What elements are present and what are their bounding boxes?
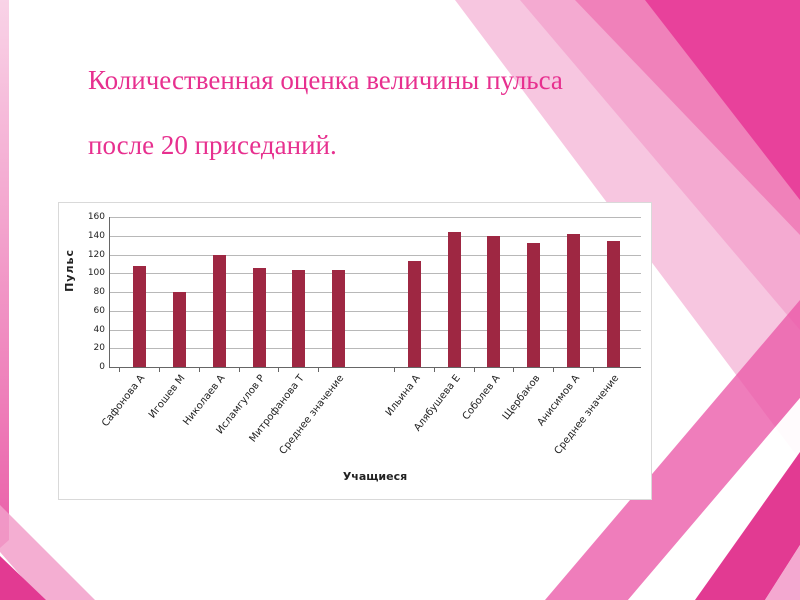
category-label-cell: Митрофанова Т — [248, 368, 318, 470]
y-axis-ticks: 0 20 40 60 80 100 120 140 160 — [79, 212, 109, 372]
decorative-corner-pale — [0, 505, 95, 600]
gridline — [110, 273, 641, 275]
gridline — [110, 310, 641, 312]
category-label-cell: Анисимов А — [535, 368, 593, 470]
bar — [133, 265, 147, 367]
bar-cell — [593, 217, 633, 367]
y-tick-label: 40 — [93, 324, 105, 335]
bar — [606, 241, 620, 367]
decorative-ribbon-dark — [695, 452, 800, 600]
y-tick-label: 120 — [87, 249, 105, 260]
category-label-cell: Соболев А — [460, 368, 514, 470]
bar-cell — [514, 217, 554, 367]
bar-cell — [474, 217, 514, 367]
x-axis-labels: Сафонова А Игошев М Николаев А Исламгулов Р… — [100, 368, 641, 470]
bar-cell — [200, 217, 240, 367]
category-label-cell: Среднее значение — [553, 368, 633, 470]
bars-row — [110, 217, 641, 367]
bar — [292, 270, 306, 367]
bar-cell — [279, 217, 319, 367]
x-axis-title: Учащиеся — [342, 470, 408, 483]
y-tick-label: 140 — [87, 230, 105, 241]
y-tick-label: 20 — [93, 343, 105, 354]
gridlines — [110, 217, 641, 367]
y-tick-label: 60 — [93, 305, 105, 316]
category-label-cell: Игошев М — [147, 368, 199, 470]
bar — [407, 261, 421, 367]
gridline — [110, 254, 641, 256]
bar — [252, 267, 266, 367]
bar — [173, 292, 187, 367]
gridline — [110, 235, 641, 237]
bar-cell — [319, 217, 359, 367]
category-label-cell: Среднее значение — [278, 368, 358, 470]
bar-cell — [553, 217, 593, 367]
category-label-cell: Николаев А — [181, 368, 239, 470]
gridline — [110, 348, 641, 350]
decorative-ribbon-white — [628, 398, 800, 600]
bar — [527, 243, 541, 367]
slide-title: Количественная оценка величины пульса по… — [88, 48, 748, 178]
y-tick-label: 100 — [87, 268, 105, 279]
gridline — [110, 217, 641, 218]
decorative-ribbon-magenta — [545, 300, 800, 600]
gridline — [110, 329, 641, 331]
bar-cell — [394, 217, 434, 367]
pulse-bar-chart: Пульс 0 20 40 60 80 100 120 140 160 Сафонова А Иг… — [58, 202, 652, 500]
bar-cell — [160, 217, 200, 367]
title-line-2: после 20 приседаний. — [88, 129, 337, 160]
category-label-cell: Сафонова А — [100, 368, 159, 470]
bar — [447, 232, 461, 367]
bar — [487, 235, 501, 367]
y-axis-title: Пульс — [63, 249, 76, 292]
bar-cell — [239, 217, 279, 367]
category-label-cell: Исламгулов Р — [214, 368, 279, 470]
decorative-ribbon-pale — [765, 545, 800, 600]
bar — [566, 233, 580, 367]
bar — [332, 270, 346, 367]
decorative-shape-magenta-triangle — [645, 0, 800, 200]
category-label-cell: Щербаков — [500, 368, 553, 470]
y-tick-label: 160 — [87, 212, 105, 222]
bar-cell — [434, 217, 474, 367]
gridline — [110, 292, 641, 293]
category-label-cell: Ильина А — [384, 368, 434, 470]
plot-area — [109, 217, 641, 368]
group-gap — [358, 368, 394, 470]
bar — [212, 254, 226, 367]
category-label-cell: Алябушева Е — [412, 368, 474, 470]
bar-cell — [120, 217, 160, 367]
title-line-1: Количественная оценка величины пульса — [88, 65, 563, 95]
y-tick-label: 80 — [93, 287, 105, 297]
category-label: Сафонова А — [100, 373, 148, 430]
y-tick-label: 0 — [99, 362, 105, 372]
decorative-left-strip — [0, 0, 9, 548]
decorative-corner-magenta — [0, 556, 46, 600]
chart-main-area: Сафонова А Игошев М Николаев А Исламгулов Р… — [100, 203, 651, 499]
